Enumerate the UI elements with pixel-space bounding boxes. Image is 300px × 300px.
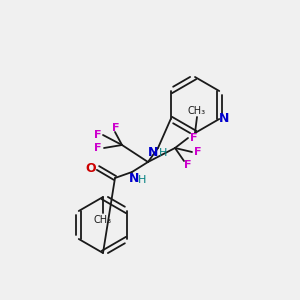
Text: F: F — [94, 143, 102, 153]
Text: N: N — [219, 112, 230, 125]
Text: H: H — [159, 148, 167, 158]
Text: F: F — [194, 147, 202, 157]
Text: F: F — [94, 130, 102, 140]
Text: N: N — [129, 172, 139, 185]
Text: O: O — [86, 161, 96, 175]
Text: F: F — [184, 160, 192, 170]
Text: CH₃: CH₃ — [94, 215, 112, 225]
Text: N: N — [148, 146, 158, 160]
Text: H: H — [138, 175, 146, 185]
Text: CH₃: CH₃ — [188, 106, 206, 116]
Text: F: F — [190, 133, 198, 143]
Text: F: F — [112, 123, 120, 133]
